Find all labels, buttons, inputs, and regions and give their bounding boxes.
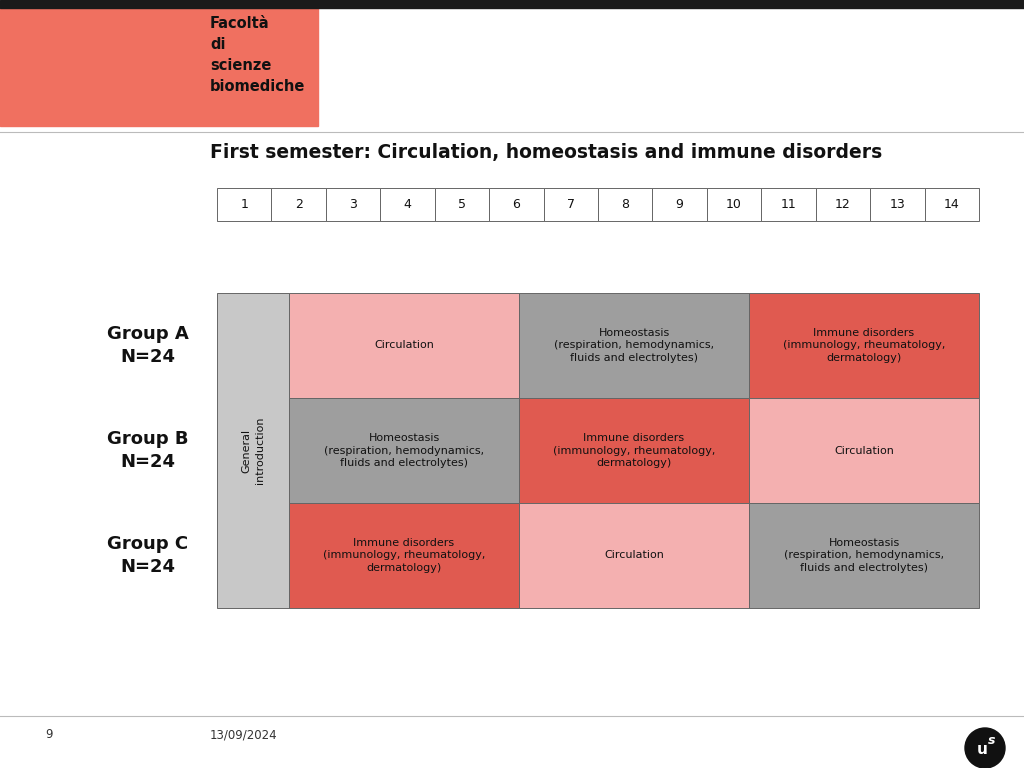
Text: 5: 5 [458, 198, 466, 211]
Text: Immune disorders
(immunology, rheumatology,
dermatology): Immune disorders (immunology, rheumatolo… [553, 432, 715, 468]
Text: 4: 4 [403, 198, 412, 211]
Text: Homeostasis
(respiration, hemodynamics,
fluids and electrolytes): Homeostasis (respiration, hemodynamics, … [784, 538, 944, 573]
Text: Immune disorders
(immunology, rheumatology,
dermatology): Immune disorders (immunology, rheumatolo… [782, 328, 945, 363]
Bar [749, 398, 979, 503]
Bar [749, 293, 979, 398]
Bar [217, 188, 271, 221]
Text: Circulation: Circulation [835, 445, 894, 455]
Text: Homeostasis
(respiration, hemodynamics,
fluids and electrolytes): Homeostasis (respiration, hemodynamics, … [324, 432, 484, 468]
Bar [598, 188, 652, 221]
Text: Circulation: Circulation [374, 340, 434, 350]
Text: 7: 7 [567, 198, 574, 211]
Text: 13: 13 [890, 198, 905, 211]
Text: Circulation: Circulation [604, 551, 664, 561]
Text: 9: 9 [676, 198, 684, 211]
Text: 6: 6 [512, 198, 520, 211]
Text: Homeostasis
(respiration, hemodynamics,
fluids and electrolytes): Homeostasis (respiration, hemodynamics, … [554, 328, 714, 363]
Bar [816, 188, 870, 221]
Text: 12: 12 [835, 198, 851, 211]
Text: 3: 3 [349, 198, 357, 211]
Text: General
introduction: General introduction [242, 417, 264, 485]
Bar [217, 293, 289, 608]
Bar [489, 188, 544, 221]
Bar [749, 503, 979, 608]
Text: u: u [977, 743, 987, 757]
Text: 14: 14 [944, 198, 959, 211]
Text: 8: 8 [622, 198, 629, 211]
Bar [707, 188, 761, 221]
Text: Group A
N=24: Group A N=24 [108, 326, 188, 366]
Bar [761, 188, 816, 221]
Bar [870, 188, 925, 221]
Text: 10: 10 [726, 198, 742, 211]
Bar [0, 0, 1024, 8]
Bar [289, 293, 519, 398]
Bar [0, 8, 318, 126]
Text: 1: 1 [241, 198, 248, 211]
Bar [519, 398, 749, 503]
Text: Immune disorders
(immunology, rheumatology,
dermatology): Immune disorders (immunology, rheumatolo… [323, 538, 485, 573]
Text: Group C
N=24: Group C N=24 [108, 535, 188, 575]
Text: First semester: Circulation, homeostasis and immune disorders: First semester: Circulation, homeostasis… [210, 143, 883, 162]
Bar [289, 398, 519, 503]
Bar [435, 188, 489, 221]
Circle shape [965, 728, 1005, 768]
Bar [519, 503, 749, 608]
Bar [326, 188, 380, 221]
Bar [519, 293, 749, 398]
Bar [271, 188, 326, 221]
Text: Group B
N=24: Group B N=24 [108, 430, 188, 471]
Text: 11: 11 [780, 198, 797, 211]
Text: 2: 2 [295, 198, 302, 211]
Bar [380, 188, 435, 221]
Bar [652, 188, 707, 221]
Bar [289, 503, 519, 608]
Text: 9: 9 [45, 728, 52, 741]
Bar [544, 188, 598, 221]
Text: 13/09/2024: 13/09/2024 [210, 728, 278, 741]
Text: s: s [988, 733, 995, 746]
Text: Facoltà
di
scienze
biomediche: Facoltà di scienze biomediche [210, 16, 305, 94]
Bar [925, 188, 979, 221]
